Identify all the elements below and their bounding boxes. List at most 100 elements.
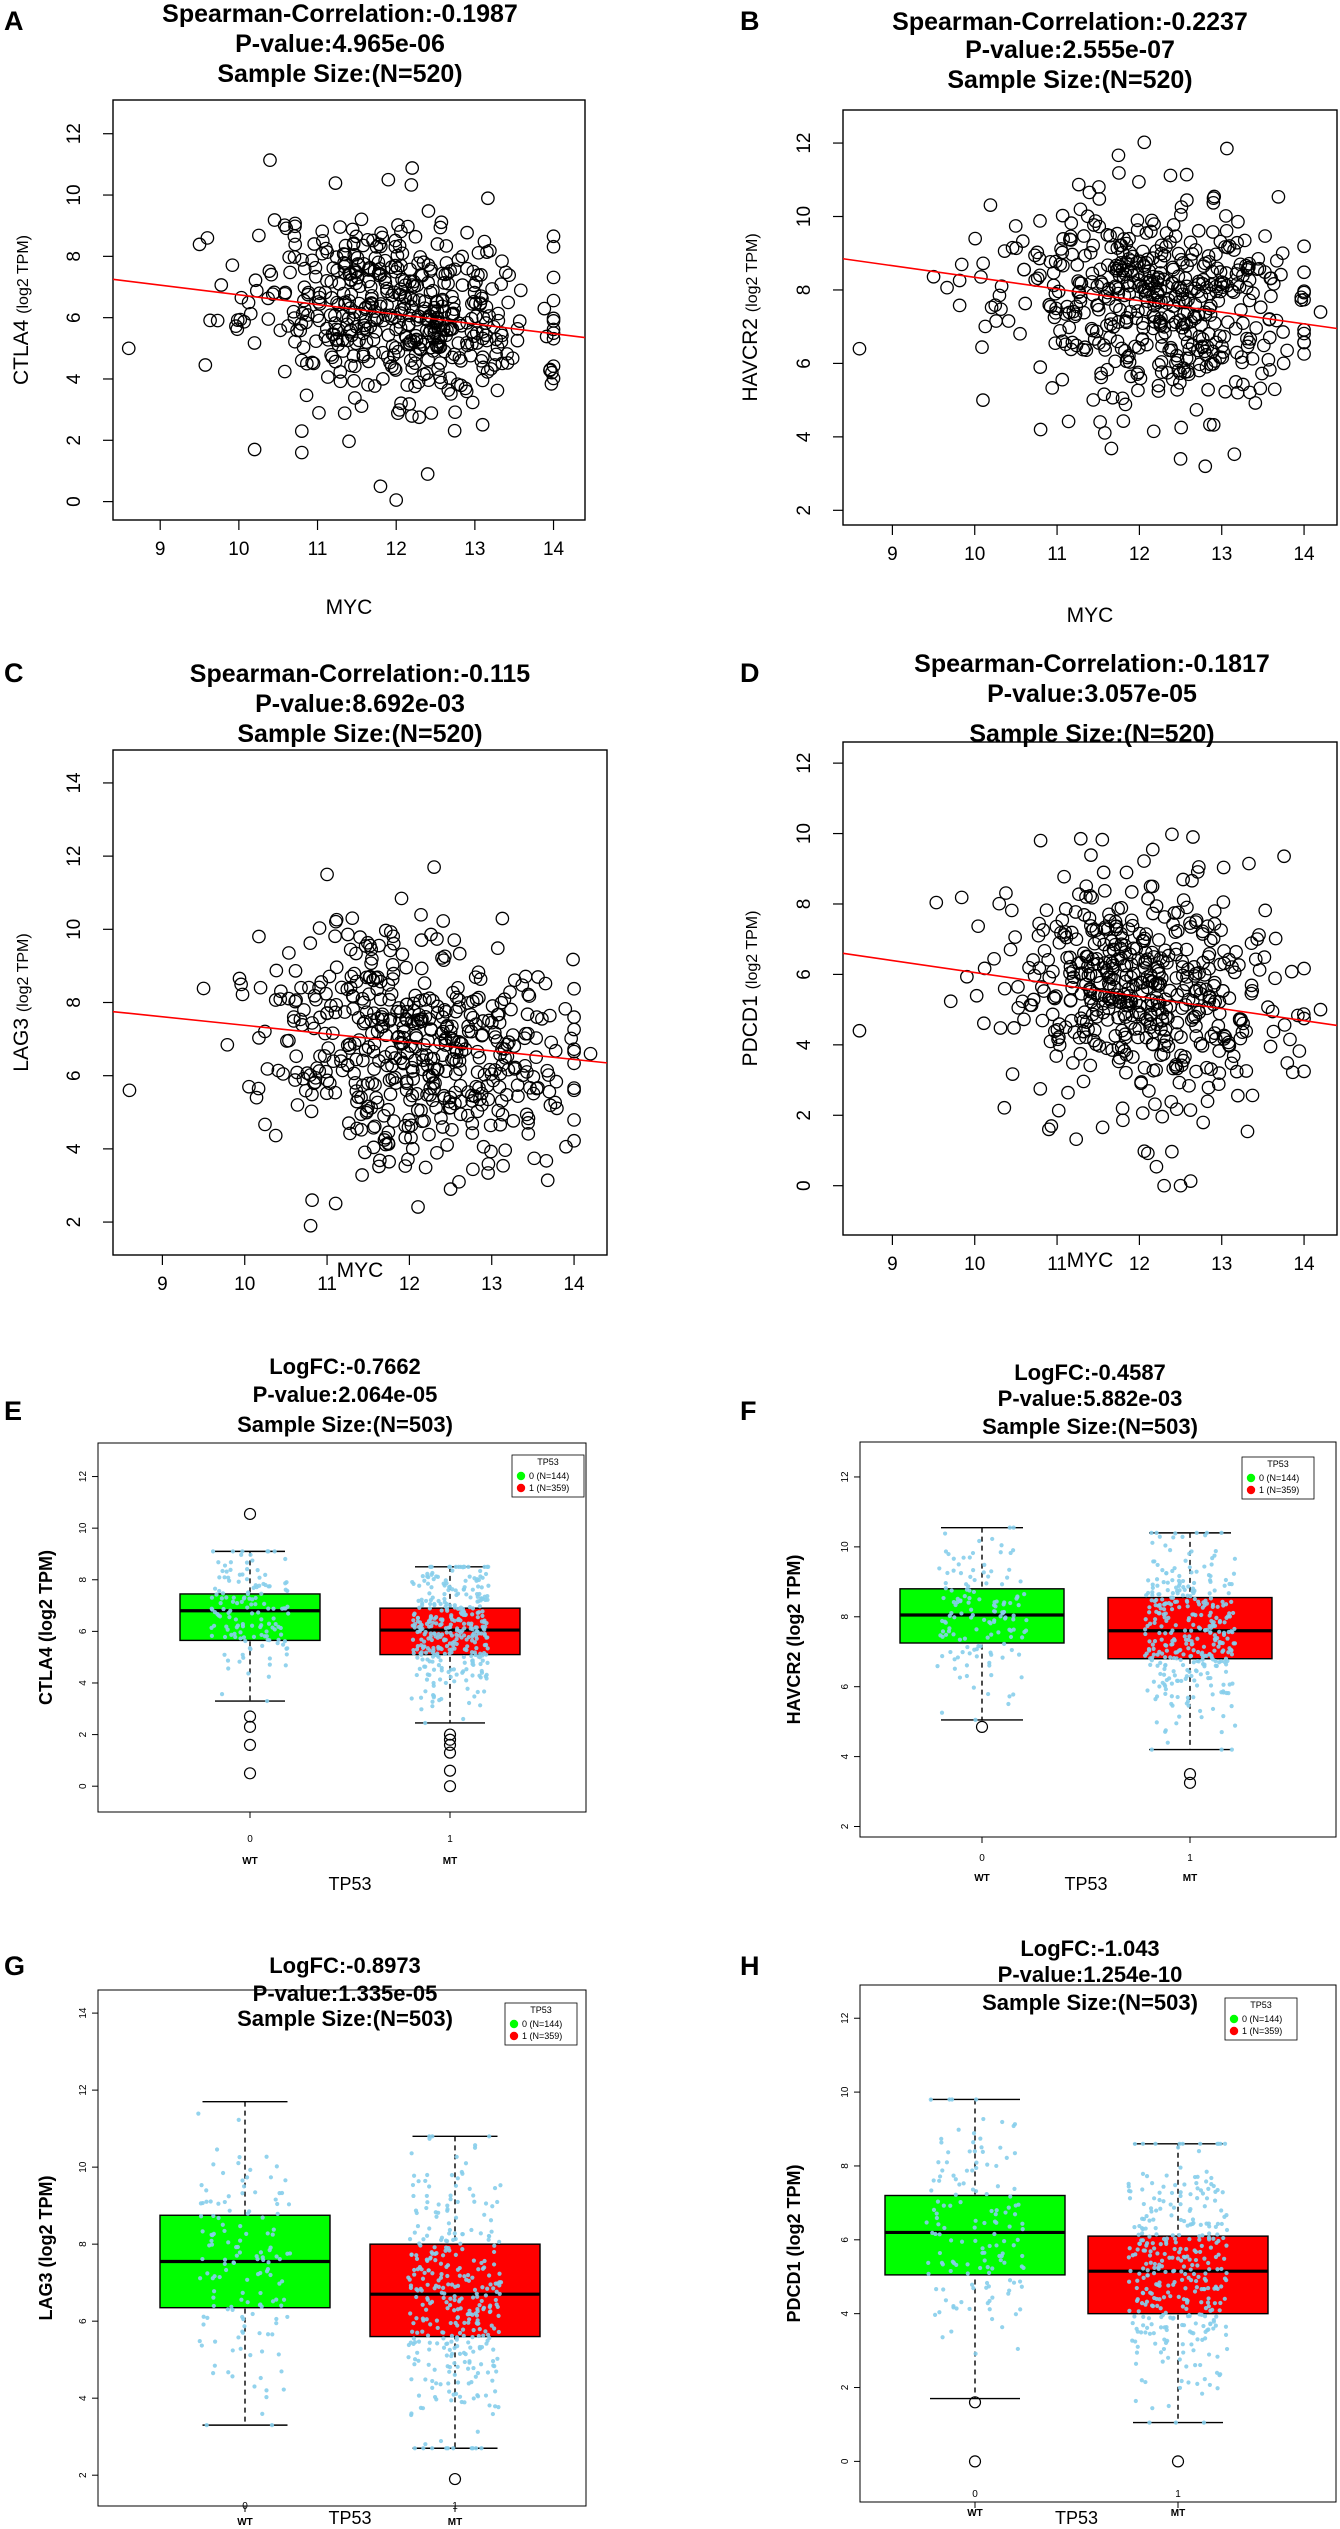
scatter-point — [1104, 312, 1119, 327]
jitter-point — [1166, 1601, 1172, 1606]
jitter-point — [267, 1656, 272, 1661]
jitter-point — [988, 1621, 993, 1626]
scatter-point — [389, 322, 403, 337]
jitter-point — [460, 1670, 465, 1675]
scatter-point — [1199, 280, 1214, 295]
scatter-point — [401, 317, 416, 332]
jitter-point — [260, 2215, 265, 2220]
jitter-point — [1217, 1629, 1222, 1634]
regression-line — [842, 952, 1338, 1027]
scatter-point — [330, 263, 344, 278]
scatter-point — [442, 1094, 457, 1109]
jitter-point — [1166, 2290, 1171, 2295]
jitter-point — [439, 1646, 444, 1652]
jitter-point — [1144, 2299, 1150, 2304]
jitter-point — [1216, 1644, 1221, 1649]
jitter-point — [1015, 1595, 1020, 1600]
jitter-point — [485, 2338, 490, 2343]
scatter-point — [1291, 1008, 1305, 1023]
scatter-point — [449, 990, 464, 1005]
y-tick-label: 2 — [794, 1110, 815, 1121]
jitter-point — [1207, 1591, 1212, 1596]
jitter-point — [1173, 2420, 1178, 2425]
jitter-point — [227, 2208, 232, 2213]
scatter-point — [546, 359, 561, 374]
scatter-point — [484, 362, 498, 376]
jitter-point — [967, 2149, 972, 2154]
chart-title-line: Sample Size:(N=503) — [982, 1414, 1198, 1439]
x-tick-label: 9 — [157, 1274, 168, 1295]
jitter-point — [412, 2446, 417, 2451]
jitter-point — [483, 2393, 489, 2398]
scatter-point — [976, 256, 990, 271]
scatter-point — [1051, 284, 1066, 299]
scatter-point — [1171, 295, 1186, 309]
panel-label: F — [740, 1396, 757, 1426]
scatter-point — [1274, 267, 1288, 282]
jitter-point — [237, 2155, 242, 2160]
scatter-point — [1149, 899, 1164, 913]
scatter-point — [368, 251, 383, 265]
scatter-point — [1206, 418, 1221, 432]
jitter-point — [965, 2271, 970, 2276]
jitter-point — [434, 2381, 439, 2386]
scatter-point — [497, 992, 512, 1007]
scatter-point — [1206, 196, 1221, 210]
scatter-point — [1061, 414, 1076, 429]
jitter-point — [260, 1643, 265, 1648]
scatter-point — [420, 467, 435, 481]
scatter-point — [368, 1078, 382, 1092]
scatter-point — [304, 1104, 319, 1119]
scatter-point — [380, 1058, 394, 1073]
jitter-point — [494, 2369, 499, 2374]
jitter-point — [1154, 1720, 1159, 1725]
x-axis-label: MYC — [1067, 604, 1114, 627]
jitter-point — [1193, 2249, 1199, 2255]
jitter-point — [1222, 2296, 1227, 2301]
jitter-point — [1157, 1602, 1162, 1608]
jitter-point — [1159, 2314, 1164, 2320]
jitter-point — [432, 1616, 437, 1621]
jitter-point — [447, 2227, 452, 2233]
scatter-point — [378, 1130, 393, 1145]
scatter-point — [1211, 1077, 1226, 1092]
jitter-point — [479, 2298, 484, 2304]
jitter-point — [940, 1629, 946, 1634]
jitter-point — [435, 1651, 440, 1656]
scatter-point — [350, 270, 365, 285]
jitter-point — [1200, 2391, 1205, 2396]
scatter-point — [1186, 830, 1200, 844]
scatter-point — [1097, 883, 1112, 898]
scatter-point — [341, 1116, 356, 1130]
jitter-point — [970, 2187, 976, 2192]
jitter-point — [276, 1637, 281, 1642]
jitter-point — [1182, 1587, 1187, 1592]
scatter-point — [1176, 872, 1190, 887]
jitter-point — [1147, 2234, 1152, 2239]
jitter-point — [972, 2225, 977, 2230]
jitter-point — [487, 2234, 492, 2239]
jitter-point — [412, 1621, 418, 1627]
jitter-point — [997, 2253, 1002, 2259]
scatter-point — [1064, 216, 1079, 231]
jitter-point — [1197, 2249, 1203, 2255]
jitter-point — [1171, 2269, 1176, 2274]
jitter-point — [262, 1601, 267, 1606]
scatter-point — [1097, 937, 1111, 952]
scatter-point — [1219, 223, 1234, 238]
jitter-point — [1012, 2151, 1018, 2156]
scatter-point — [476, 1139, 491, 1154]
scatter-point — [1192, 965, 1206, 980]
scatter-point — [1297, 961, 1311, 976]
jitter-point — [1213, 2323, 1218, 2328]
scatter-point — [1095, 832, 1110, 847]
jitter-point — [969, 1615, 974, 1620]
scatter-point — [542, 1084, 557, 1099]
jitter-point — [1219, 1729, 1224, 1735]
jitter-point — [940, 2168, 945, 2173]
scatter-point — [1087, 1023, 1102, 1038]
jitter-point — [973, 2238, 978, 2244]
jitter-point — [967, 2306, 972, 2312]
scatter-point — [1037, 943, 1052, 958]
jitter-point — [224, 2267, 229, 2273]
